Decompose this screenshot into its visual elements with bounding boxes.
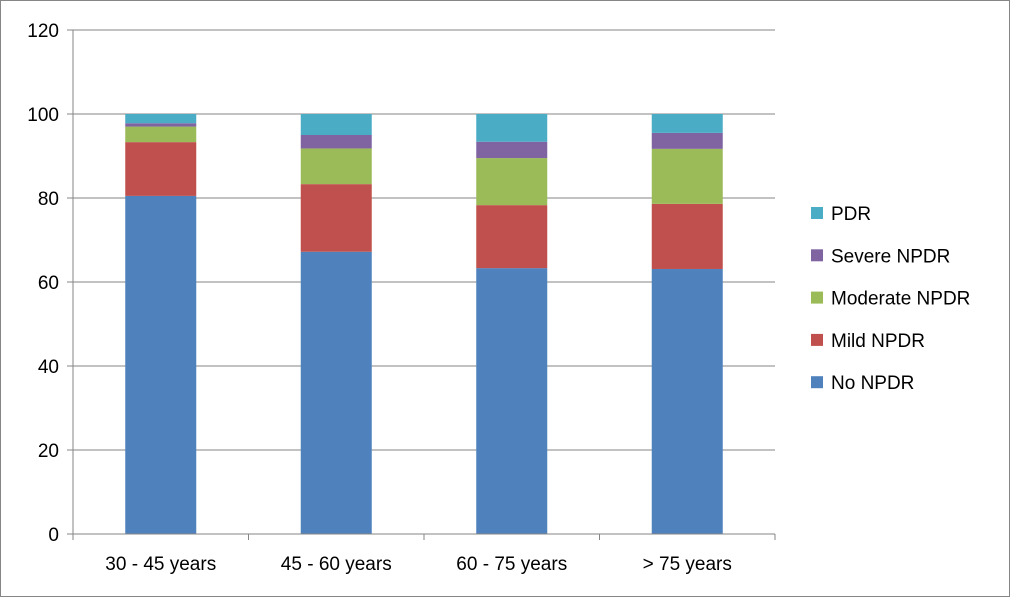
y-tick-label: 40: [38, 357, 59, 378]
y-tick-label: 0: [48, 525, 59, 546]
legend-swatch: [811, 333, 823, 346]
y-axis-ticks: 0 20 40 60 80 100 120: [27, 21, 73, 546]
legend-label: Mild NPDR: [831, 331, 925, 352]
bar-segment-moderate-npdr: [476, 158, 548, 206]
legend-swatch: [811, 291, 823, 304]
bar-segment-pdr: [300, 114, 372, 135]
bar-segment-severe-npdr: [476, 141, 548, 159]
bars: [125, 114, 723, 534]
y-tick-label: 100: [27, 105, 59, 126]
legend-swatch: [811, 207, 823, 219]
bar-segment-mild-npdr: [300, 184, 372, 252]
bar-segment-mild-npdr: [125, 142, 197, 196]
bar-segment-mild-npdr: [476, 205, 548, 269]
bar-segment-no-npdr: [476, 268, 548, 534]
y-tick-label: 80: [38, 189, 59, 210]
x-tick-label: 45 - 60 years: [281, 554, 392, 575]
legend-label: Severe NPDR: [831, 246, 950, 267]
y-tick-label: 20: [38, 441, 59, 462]
x-tick-label: 60 - 75 years: [456, 554, 567, 575]
bar-segment-moderate-npdr: [300, 148, 372, 185]
bar-segment-pdr: [125, 114, 197, 124]
legend-swatch: [811, 249, 823, 262]
bar-segment-severe-npdr: [125, 123, 197, 127]
bar-segment-no-npdr: [300, 251, 372, 534]
bar-segment-severe-npdr: [300, 135, 372, 149]
bar-segment-no-npdr: [125, 195, 197, 534]
legend-label: PDR: [831, 204, 871, 225]
bar-segment-moderate-npdr: [651, 148, 723, 204]
x-tick-label: 30 - 45 years: [105, 554, 216, 575]
bar-segment-mild-npdr: [651, 203, 723, 269]
bar-segment-severe-npdr: [651, 132, 723, 149]
legend-label: No NPDR: [831, 373, 914, 394]
legend-swatch: [811, 376, 823, 389]
legend-label: Moderate NPDR: [831, 289, 970, 310]
bar-segment-moderate-npdr: [125, 126, 197, 143]
y-tick-label: 60: [38, 273, 59, 294]
x-tick-label: > 75 years: [643, 554, 732, 575]
y-tick-label: 120: [27, 21, 59, 42]
x-axis-ticks: 30 - 45 years 45 - 60 years 60 - 75 years >…: [72, 534, 776, 575]
bar-segment-pdr: [651, 114, 723, 133]
legend: PDR Severe NPDR Moderate NPDR Mild NPDR No N…: [811, 204, 970, 394]
bar-segment-pdr: [476, 114, 548, 142]
bar-segment-no-npdr: [651, 268, 723, 534]
